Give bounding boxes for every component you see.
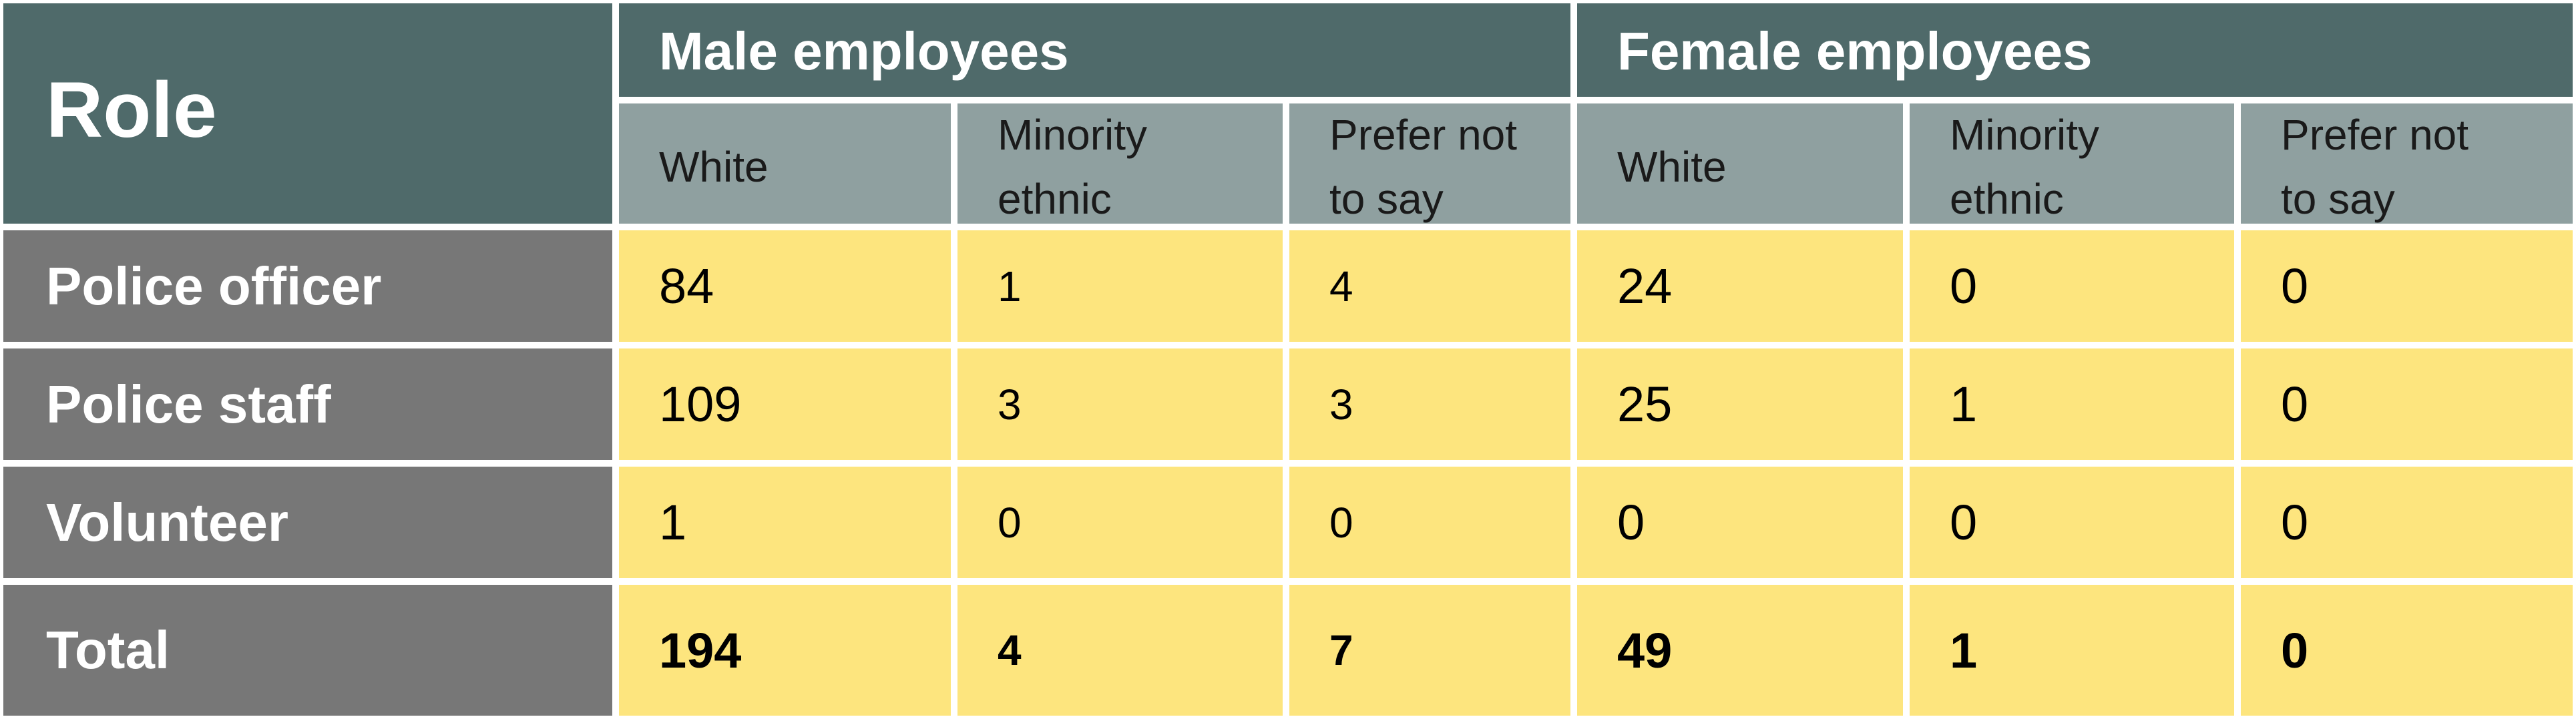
table-cell: 0: [2237, 227, 2576, 345]
total-cell: 0: [2237, 581, 2576, 719]
table-cell: 1: [1906, 345, 2237, 463]
table-cell: 0: [1574, 463, 1906, 581]
male-employees-header: Male employees: [616, 0, 1574, 100]
table-cell: 24: [1574, 227, 1906, 345]
total-cell: 7: [1286, 581, 1574, 719]
row-label-total: Total: [0, 581, 616, 719]
table-cell: 3: [1286, 345, 1574, 463]
table-cell: 0: [1286, 463, 1574, 581]
table-cell: 0: [1906, 227, 2237, 345]
table-cell: 4: [1286, 227, 1574, 345]
table-cell: 1: [616, 463, 954, 581]
row-label-police-officer: Police officer: [0, 227, 616, 345]
table-cell: 1: [954, 227, 1286, 345]
male-prefer-not-to-say-header: Prefer not to say: [1286, 100, 1574, 227]
female-employees-header: Female employees: [1574, 0, 2576, 100]
row-label-volunteer: Volunteer: [0, 463, 616, 581]
female-white-header: White: [1574, 100, 1906, 227]
male-white-header: White: [616, 100, 954, 227]
table-cell: 84: [616, 227, 954, 345]
role-column-header: Role: [0, 0, 616, 227]
row-label-police-staff: Police staff: [0, 345, 616, 463]
total-cell: 4: [954, 581, 1286, 719]
table-cell: 109: [616, 345, 954, 463]
table-cell: 25: [1574, 345, 1906, 463]
female-minority-ethnic-header: Minority ethnic: [1906, 100, 2237, 227]
male-minority-ethnic-header: Minority ethnic: [954, 100, 1286, 227]
total-cell: 49: [1574, 581, 1906, 719]
table-cell: 3: [954, 345, 1286, 463]
total-cell: 1: [1906, 581, 2237, 719]
table-cell: 0: [954, 463, 1286, 581]
table-cell: 0: [2237, 463, 2576, 581]
table-cell: 0: [2237, 345, 2576, 463]
table-cell: 0: [1906, 463, 2237, 581]
total-cell: 194: [616, 581, 954, 719]
female-prefer-not-to-say-header: Prefer not to say: [2237, 100, 2576, 227]
